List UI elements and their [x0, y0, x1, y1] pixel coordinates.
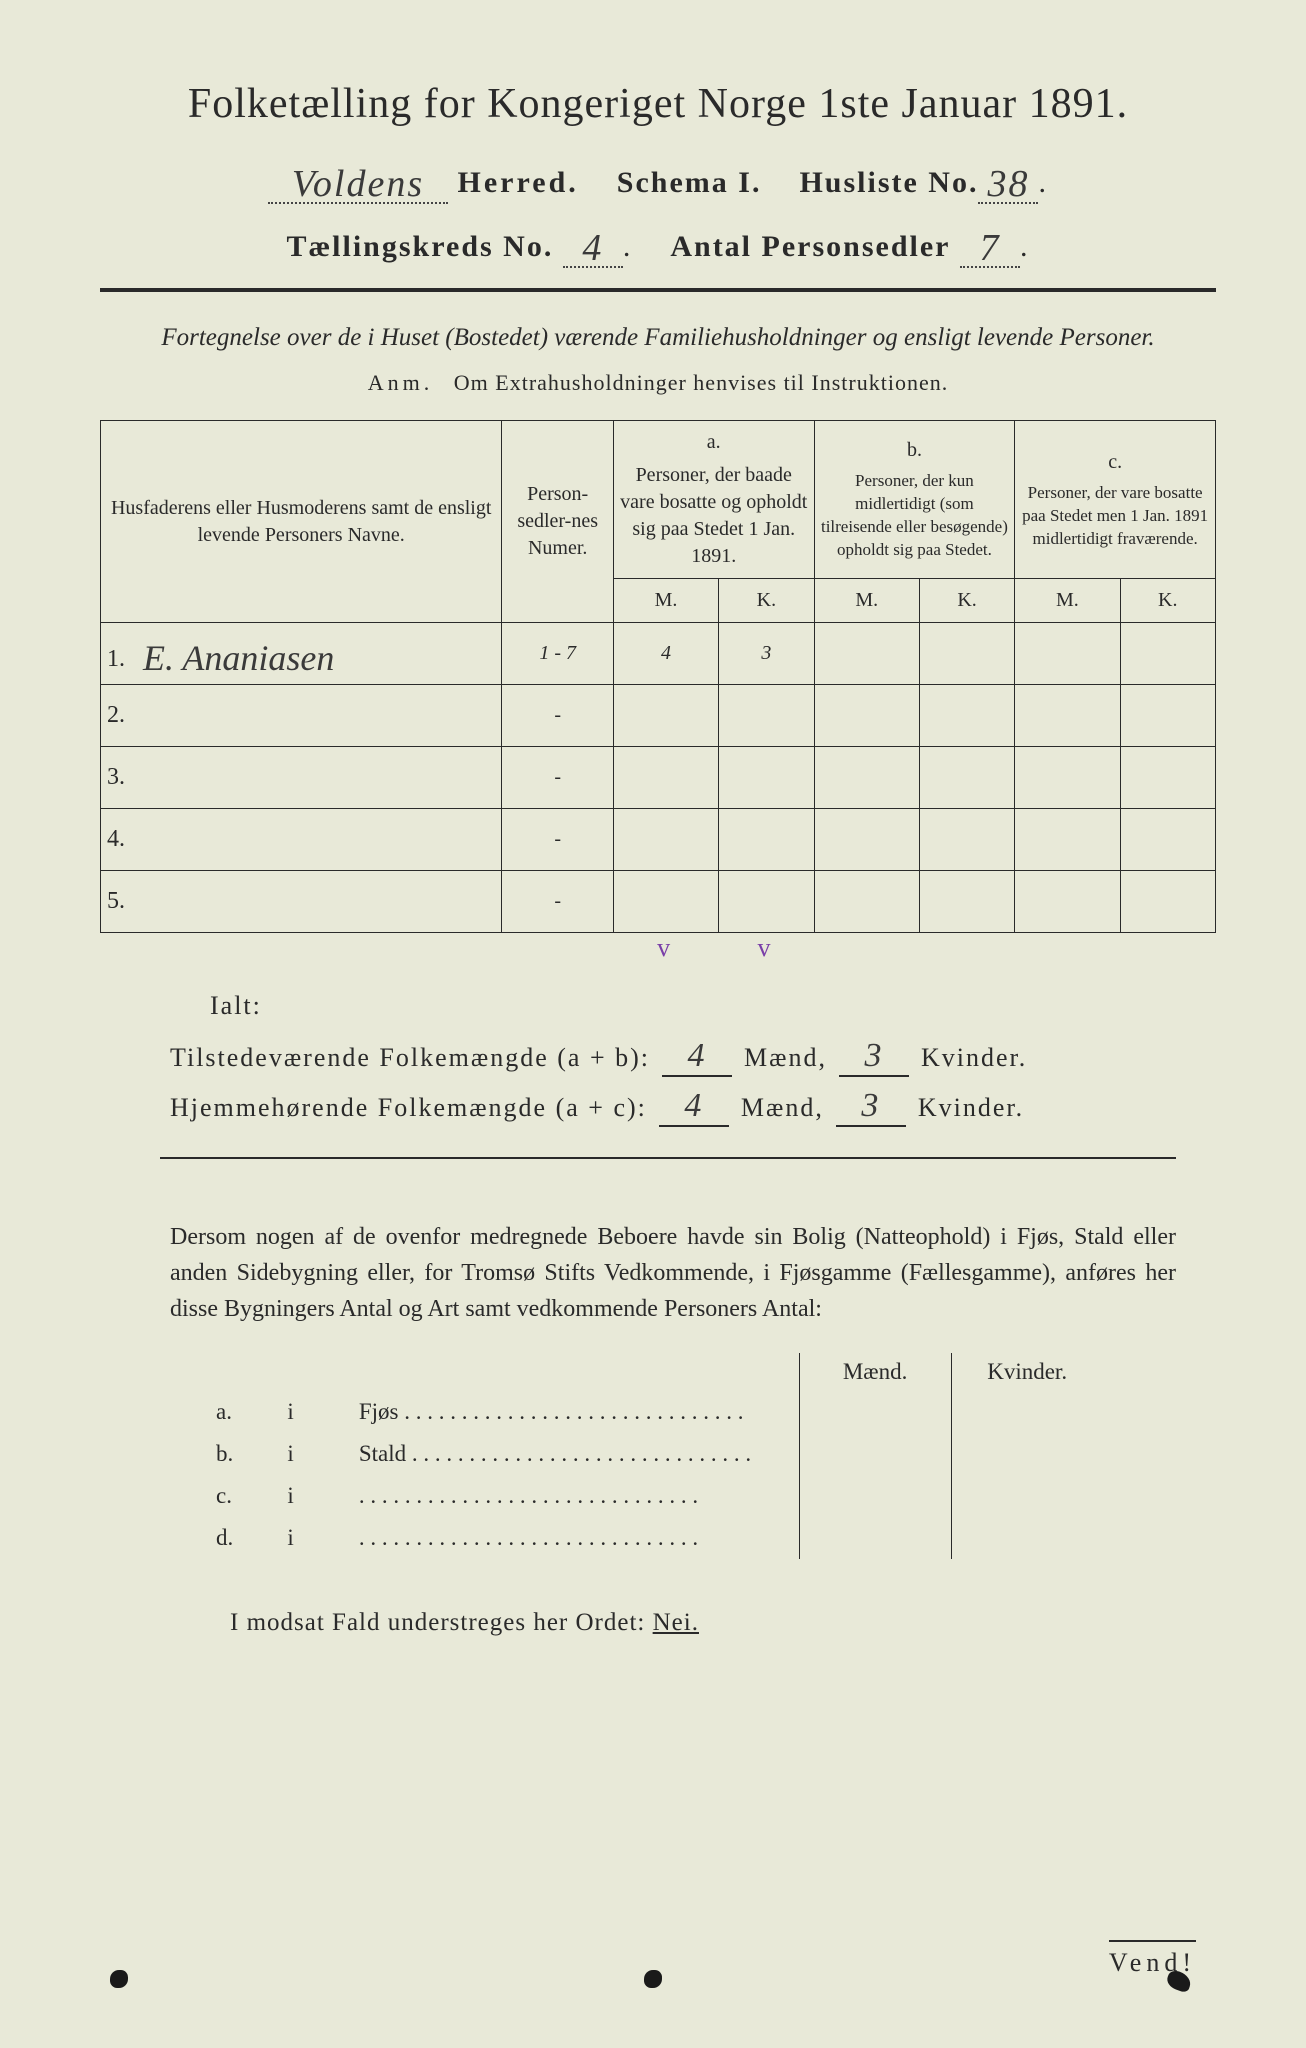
subtable-row: b.iStald . . . . . . . . . . . . . . . .…: [210, 1433, 1103, 1475]
antal-label: Antal Personsedler: [670, 230, 950, 263]
th-c-label: c.: [1021, 449, 1209, 476]
th-b-k: K.: [919, 579, 1014, 623]
th-a-m: M.: [613, 579, 718, 623]
husliste-value: 38: [987, 163, 1029, 205]
sub-table: Mænd. Kvinder. a.iFjøs . . . . . . . . .…: [210, 1353, 1103, 1559]
rule-1: [100, 288, 1216, 292]
th-a: a. Personer, der baade vare bosatte og o…: [613, 421, 814, 579]
header-line-1: Voldens Herred. Schema I. Husliste No. 38…: [100, 158, 1216, 204]
anm-label: Anm.: [368, 370, 434, 395]
anm-line: Anm. Om Extrahusholdninger henvises til …: [100, 370, 1216, 396]
tick-k: v: [714, 933, 814, 963]
th-b: b. Personer, der kun midlertidigt (som t…: [814, 421, 1015, 579]
main-table: Husfaderens eller Husmoderens samt de en…: [100, 420, 1216, 933]
totals-kvinder-1: Kvinder.: [921, 1043, 1027, 1073]
th-b-m: M.: [814, 579, 919, 623]
table-row: 2. -: [101, 685, 1216, 747]
header-line-2: Tællingskreds No. 4. Antal Personsedler …: [100, 222, 1216, 268]
th-b-label: b.: [821, 437, 1009, 464]
hole-center: [644, 1970, 662, 1988]
totals-1-label: Tilstedeværende Folkemængde (a + b):: [170, 1043, 650, 1073]
nei-line: I modsat Fald understreges her Ordet: Ne…: [230, 1609, 1216, 1637]
page-title: Folketælling for Kongeriget Norge 1ste J…: [100, 80, 1216, 128]
totals-maend-1: Mænd,: [744, 1043, 827, 1073]
th-a-label: a.: [620, 429, 808, 456]
table-row: 4. -: [101, 809, 1216, 871]
antal-value: 7: [979, 227, 1000, 269]
ialt-label: Ialt:: [210, 991, 1216, 1021]
nei-pre: I modsat Fald understreges her Ordet:: [230, 1609, 645, 1636]
th-num: Person-sedler-nes Numer.: [502, 421, 614, 623]
th-c-k: K.: [1120, 579, 1215, 623]
subtable-row: a.iFjøs . . . . . . . . . . . . . . . . …: [210, 1391, 1103, 1433]
table-row: 3. -: [101, 747, 1216, 809]
husliste-label: Husliste No.: [799, 166, 978, 199]
rule-2: [160, 1157, 1176, 1159]
kreds-value: 4: [582, 227, 603, 269]
totals-line-1: Tilstedeværende Folkemængde (a + b): 4 M…: [170, 1037, 1176, 1077]
th-c-m: M.: [1015, 579, 1120, 623]
nei-word: Nei.: [653, 1609, 699, 1636]
tick-m: v: [613, 933, 713, 963]
th-c: c. Personer, der vare bosatte paa Stedet…: [1015, 421, 1216, 579]
table-row: 1. E. Ananiasen1 - 743: [101, 623, 1216, 685]
herred-label: Herred.: [458, 166, 579, 199]
sub-head-m: Mænd.: [799, 1353, 951, 1391]
tick-row: v v: [100, 933, 1216, 963]
th-a-k: K.: [719, 579, 814, 623]
totals-2-k: 3: [836, 1087, 906, 1127]
sub-head-k: Kvinder.: [951, 1353, 1103, 1391]
totals-1-k: 3: [839, 1037, 909, 1077]
th-c-text: Personer, der vare bosatte paa Stedet me…: [1021, 482, 1209, 551]
totals-1-m: 4: [662, 1037, 732, 1077]
hole-left: [110, 1970, 128, 1988]
kreds-label: Tællingskreds No.: [287, 230, 554, 263]
totals-kvinder-2: Kvinder.: [918, 1093, 1024, 1123]
totals-2-m: 4: [659, 1087, 729, 1127]
schema-label: Schema I.: [617, 166, 762, 199]
subtitle: Fortegnelse over de i Huset (Bostedet) v…: [140, 320, 1176, 356]
paragraph: Dersom nogen af de ovenfor medregnede Be…: [170, 1219, 1176, 1327]
herred-value: Voldens: [292, 163, 424, 205]
totals-maend-2: Mænd,: [741, 1093, 824, 1123]
anm-text: Om Extrahusholdninger henvises til Instr…: [454, 370, 948, 395]
table-row: 5. -: [101, 871, 1216, 933]
th-a-text: Personer, der baade vare bosatte og opho…: [620, 462, 808, 570]
th-name: Husfaderens eller Husmoderens samt de en…: [101, 421, 502, 623]
subtable-row: c.i . . . . . . . . . . . . . . . . . . …: [210, 1475, 1103, 1517]
totals-2-label: Hjemmehørende Folkemængde (a + c):: [170, 1093, 647, 1123]
th-b-text: Personer, der kun midlertidigt (som tilr…: [821, 470, 1009, 562]
subtable-row: d.i . . . . . . . . . . . . . . . . . . …: [210, 1517, 1103, 1559]
totals-line-2: Hjemmehørende Folkemængde (a + c): 4 Mæn…: [170, 1087, 1176, 1127]
